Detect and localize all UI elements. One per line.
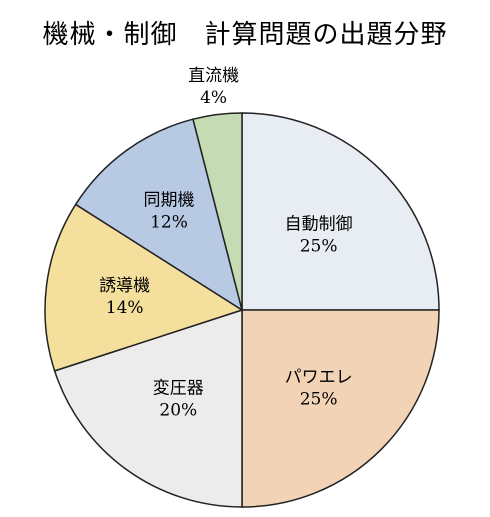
pie-slice-1 [241,112,440,311]
slice-value-label-6: 4% [200,88,227,108]
slice-value-label-2: 25% [300,390,338,410]
pie-slice-6 [192,112,243,311]
slice-value-label-3: 20% [159,401,197,421]
slice-label-1: 自動制御 [285,214,353,234]
slice-label-2: パワエレ [285,368,353,388]
slice-label-6: 直流機 [188,66,239,86]
slice-label-4: 誘導機 [99,276,150,296]
chart-title: 機械・制御 計算問題の出題分野 [42,20,448,50]
slice-value-label-5: 12% [150,213,188,233]
pie-slice-5 [74,118,244,312]
slice-label-5: 同期機 [144,191,195,211]
pie-slice-3 [53,308,243,508]
slice-value-label-1: 25% [300,236,338,256]
slice-label-3: 変圧器 [153,379,204,399]
pie-slice-4 [44,203,244,372]
slice-value-label-4: 14% [106,298,144,318]
pie-slice-2 [241,309,440,508]
